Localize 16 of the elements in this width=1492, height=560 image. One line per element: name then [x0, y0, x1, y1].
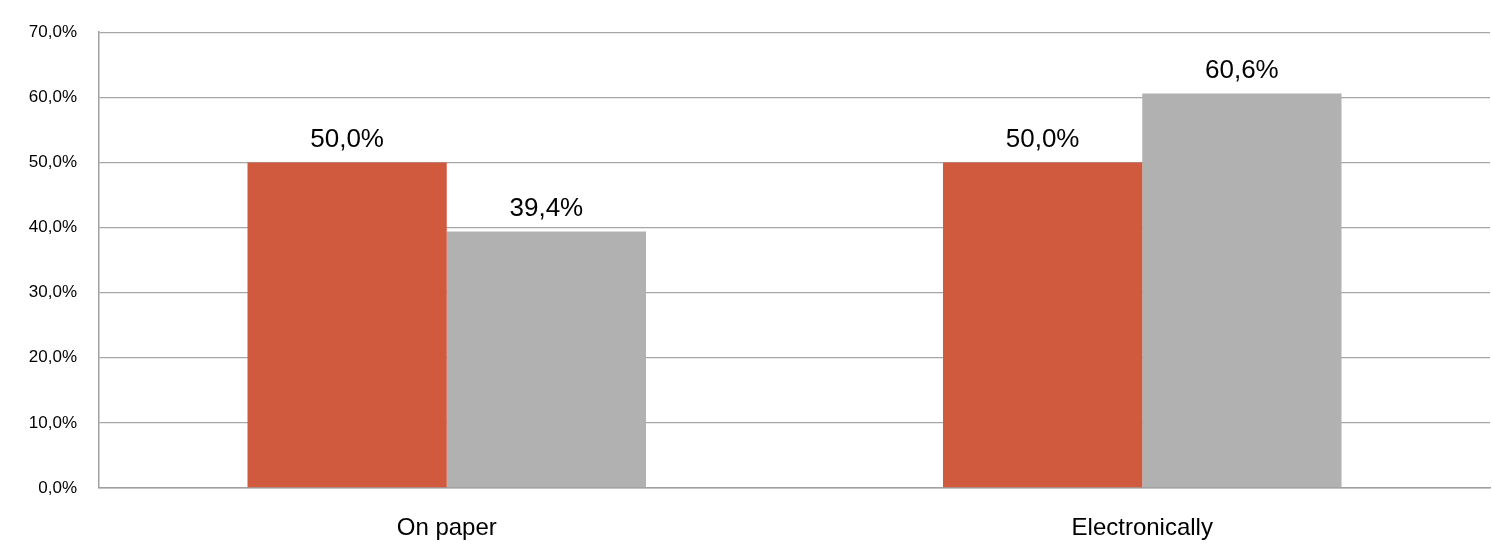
y-tick-label: 20,0% [28, 347, 77, 367]
y-tick-label: 0,0% [38, 477, 77, 497]
bar [942, 162, 1143, 488]
data-label: 50,0% [310, 122, 384, 153]
data-label: 50,0% [1005, 122, 1080, 153]
y-tick-label: 70,0% [28, 21, 77, 41]
data-label: 60,6% [1205, 53, 1279, 84]
y-tick-label: 60,0% [28, 87, 77, 106]
y-tick-label: 40,0% [28, 217, 77, 237]
bar [247, 162, 447, 488]
x-tick-label: On paper [396, 513, 497, 541]
data-label: 39,4% [509, 191, 584, 222]
x-tick-label: Electronically [1071, 513, 1213, 541]
y-tick-label: 30,0% [28, 282, 77, 302]
y-tick-label: 10,0% [28, 412, 77, 432]
y-tick-label: 50,0% [28, 152, 77, 172]
